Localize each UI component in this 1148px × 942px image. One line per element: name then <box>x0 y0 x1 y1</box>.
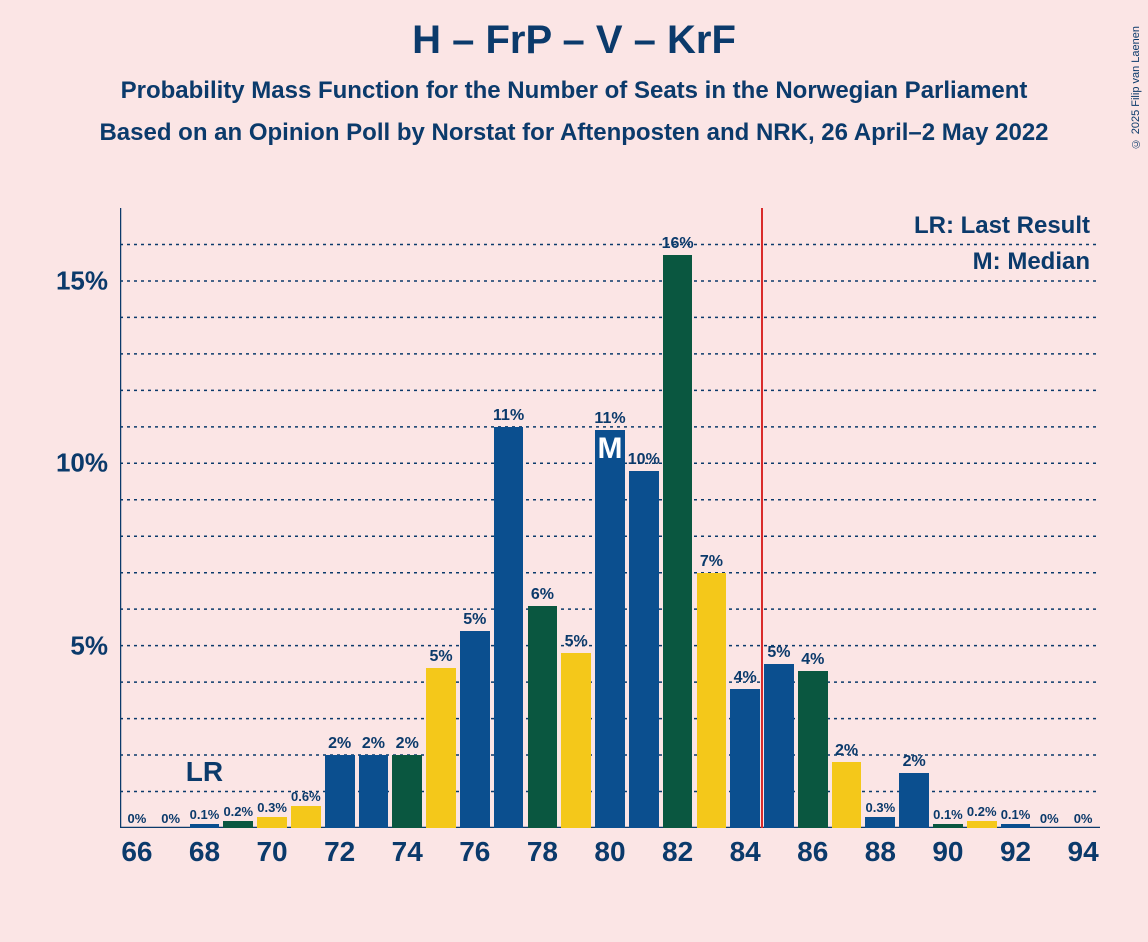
x-tick-label: 76 <box>459 836 490 868</box>
bar <box>426 668 456 828</box>
bar <box>697 573 727 828</box>
bar-value-label: 5% <box>429 648 452 666</box>
x-tick-label: 72 <box>324 836 355 868</box>
bar-value-label: 0% <box>161 811 180 826</box>
legend-median: M: Median <box>973 248 1090 276</box>
bar <box>359 755 389 828</box>
x-tick-label: 86 <box>797 836 828 868</box>
bar-value-label: 11% <box>594 410 625 428</box>
bar <box>899 773 929 828</box>
bar <box>392 755 422 828</box>
bar <box>967 821 997 828</box>
bar-value-label: 6% <box>531 586 554 604</box>
bar <box>663 255 693 828</box>
median-marker: M <box>598 432 623 466</box>
bar <box>223 821 253 828</box>
bar-value-label: 0% <box>127 811 146 826</box>
bar <box>291 806 321 828</box>
x-tick-label: 84 <box>730 836 761 868</box>
bar-value-label: 5% <box>565 633 588 651</box>
bar <box>933 824 963 828</box>
bar-value-label: 0.2% <box>223 804 253 819</box>
x-tick-label: 80 <box>594 836 625 868</box>
bar-value-label: 4% <box>734 669 757 687</box>
bar-value-label: 0% <box>1074 811 1093 826</box>
bar-value-label: 0.1% <box>190 807 220 822</box>
bar <box>798 671 828 828</box>
bar-value-label: 10% <box>628 451 660 469</box>
bar <box>832 762 862 828</box>
bar-value-label: 0.3% <box>257 800 287 815</box>
copyright-text: © 2025 Filip van Laenen <box>1130 26 1142 149</box>
bar <box>1001 824 1031 828</box>
x-tick-label: 94 <box>1068 836 1099 868</box>
bar <box>764 664 794 828</box>
last-result-marker: LR <box>186 756 223 788</box>
bar <box>528 606 558 828</box>
bar-value-label: 2% <box>328 735 351 753</box>
bar <box>325 755 355 828</box>
x-tick-label: 70 <box>256 836 287 868</box>
x-tick-label: 68 <box>189 836 220 868</box>
bar <box>629 471 659 828</box>
x-tick-label: 90 <box>932 836 963 868</box>
chart-subtitle-1: Probability Mass Function for the Number… <box>0 77 1148 105</box>
legend-last-result: LR: Last Result <box>914 212 1090 240</box>
bar-value-label: 11% <box>493 407 524 425</box>
bar <box>595 430 625 828</box>
bar <box>561 653 591 828</box>
bar-value-label: 16% <box>662 235 694 253</box>
bar-value-label: 0.1% <box>1001 807 1031 822</box>
bar-value-label: 7% <box>700 553 723 571</box>
bar-value-label: 2% <box>362 735 385 753</box>
x-tick-label: 88 <box>865 836 896 868</box>
bar-value-label: 0% <box>1040 811 1059 826</box>
bar <box>865 817 895 828</box>
bar <box>190 824 220 828</box>
chart-title: H – FrP – V – KrF <box>0 18 1148 63</box>
bar-value-label: 0.3% <box>866 800 896 815</box>
bar <box>257 817 287 828</box>
y-tick-label: 15% <box>56 265 108 296</box>
y-tick-label: 10% <box>56 448 108 479</box>
bar-value-label: 2% <box>396 735 419 753</box>
bar-value-label: 2% <box>903 753 926 771</box>
bar <box>460 631 490 828</box>
bar-value-label: 0.6% <box>291 789 321 804</box>
chart-subtitle-2: Based on an Opinion Poll by Norstat for … <box>0 119 1148 147</box>
bar <box>730 689 760 828</box>
bar-value-label: 5% <box>767 644 790 662</box>
bar-value-label: 5% <box>463 611 486 629</box>
bar-value-label: 4% <box>801 651 824 669</box>
y-tick-label: 5% <box>70 630 108 661</box>
reference-line <box>761 208 763 828</box>
chart-area: 0%0%0.1%0.2%0.3%0.6%2%2%2%5%5%11%6%5%11%… <box>120 208 1100 828</box>
x-tick-label: 74 <box>392 836 423 868</box>
bar-value-label: 2% <box>835 742 858 760</box>
x-tick-label: 82 <box>662 836 693 868</box>
bar <box>494 427 524 828</box>
x-tick-label: 92 <box>1000 836 1031 868</box>
bar-value-label: 0.1% <box>933 807 963 822</box>
bar-value-label: 0.2% <box>967 804 997 819</box>
x-tick-label: 66 <box>121 836 152 868</box>
x-tick-label: 78 <box>527 836 558 868</box>
